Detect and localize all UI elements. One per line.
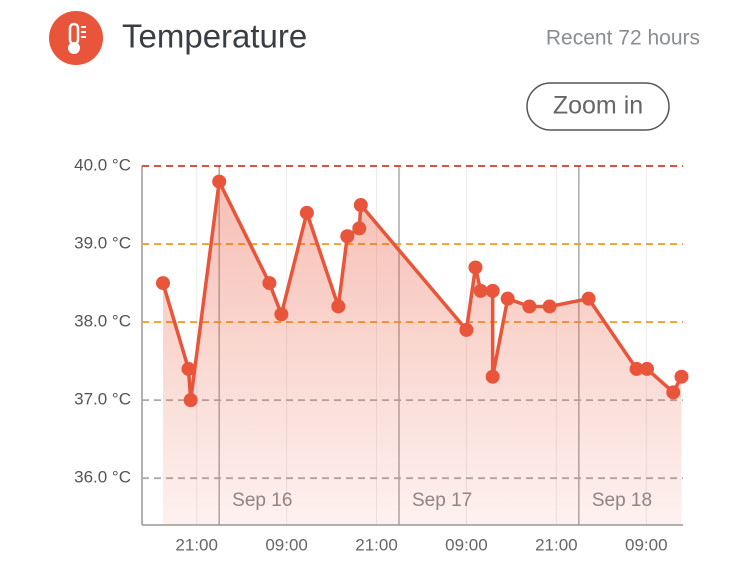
point: [183, 393, 198, 408]
line: [161, 179, 684, 402]
point: [542, 299, 557, 314]
x-tick-label: 21:00: [535, 535, 578, 554]
zoom-button[interactable]: Zoom in: [526, 82, 670, 131]
point: [468, 260, 483, 275]
point: [459, 322, 474, 337]
point: [485, 369, 500, 384]
chart-subtitle: Recent 72 hours: [546, 27, 700, 50]
point: [212, 174, 227, 189]
point: [181, 361, 196, 376]
point: [629, 361, 644, 376]
zoom-button-label[interactable]: Zoom in: [553, 92, 643, 120]
point: [331, 299, 346, 314]
x-tick-label: 21:00: [175, 535, 218, 554]
area: [162, 181, 682, 525]
point: [155, 276, 170, 291]
point: [666, 385, 681, 400]
point: [674, 369, 689, 384]
point: [473, 283, 488, 298]
point: [262, 276, 277, 291]
point: [353, 198, 368, 213]
chart-title: Temperature: [122, 18, 307, 55]
zoom-button-frame[interactable]: [526, 82, 670, 131]
point: [581, 291, 596, 306]
point: [352, 221, 367, 236]
point: [500, 291, 515, 306]
y-tick-label: 36.0 °C: [74, 468, 131, 487]
y-tick-label: 37.0 °C: [74, 390, 131, 409]
y-tick-label: 38.0 °C: [74, 312, 131, 331]
point: [640, 361, 655, 376]
point: [274, 307, 289, 322]
x-tick-label: 09:00: [625, 535, 668, 554]
x-tick-label: 21:00: [355, 535, 398, 554]
x-tick-label: 09:00: [445, 535, 488, 554]
point: [485, 283, 500, 298]
y-tick-label: 39.0 °C: [74, 234, 131, 253]
point: [299, 205, 314, 220]
temperature-icon: [49, 11, 103, 65]
point: [340, 229, 355, 244]
point: [522, 299, 537, 314]
x-tick-label: 09:00: [265, 535, 308, 554]
y-tick-label: 40.0 °C: [74, 155, 131, 174]
